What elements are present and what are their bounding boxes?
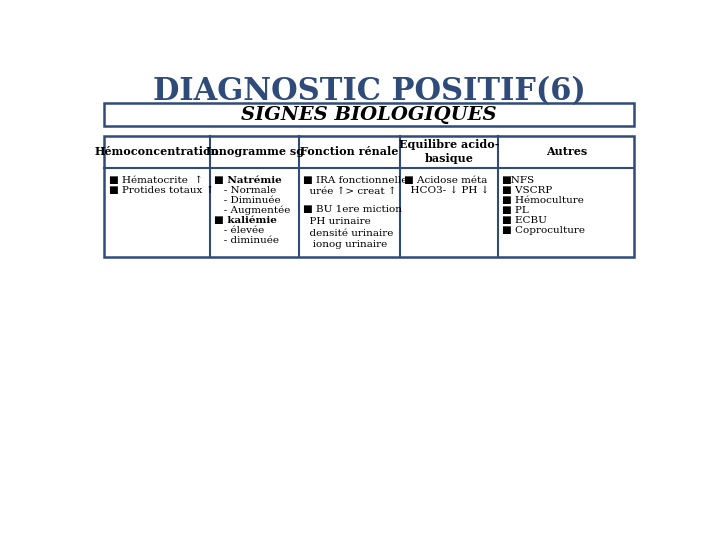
- Text: ■ Natrémie: ■ Natrémie: [214, 176, 282, 185]
- Text: Equilibre acido-
basique: Equilibre acido- basique: [399, 139, 500, 164]
- Bar: [104, 136, 634, 257]
- Text: ■ IRA fonctionnelle
  urée ↑> creat ↑: ■ IRA fonctionnelle urée ↑> creat ↑: [303, 176, 408, 197]
- Text: ■ ECBU: ■ ECBU: [502, 215, 546, 225]
- Text: ■ PL: ■ PL: [502, 206, 528, 215]
- Text: ■ Coproculture: ■ Coproculture: [502, 226, 585, 235]
- Text: ■ Hémoculture: ■ Hémoculture: [502, 195, 583, 205]
- Text: ■ BU 1ere miction
  PH urinaire
  densité urinaire
   ionog urinaire: ■ BU 1ere miction PH urinaire densité ur…: [303, 205, 402, 249]
- Bar: [104, 103, 634, 126]
- Text: ■ Acidose méta: ■ Acidose méta: [404, 176, 487, 185]
- Text: ■ Protides totaux ↑: ■ Protides totaux ↑: [109, 186, 214, 195]
- Text: Autres: Autres: [546, 146, 587, 157]
- Text: DIAGNOSTIC POSITIF(6): DIAGNOSTIC POSITIF(6): [153, 76, 585, 107]
- Text: - diminuée: - diminuée: [214, 236, 279, 245]
- Text: SIGNES BIOLOGIQUES: SIGNES BIOLOGIQUES: [241, 106, 497, 124]
- Text: ■NFS: ■NFS: [502, 176, 535, 185]
- Text: HCO3- ↓ PH ↓: HCO3- ↓ PH ↓: [404, 186, 490, 195]
- Text: Ionogramme sg: Ionogramme sg: [206, 146, 304, 157]
- Text: ■ Hématocrite  ↑: ■ Hématocrite ↑: [109, 176, 203, 185]
- Text: - Diminuée: - Diminuée: [214, 195, 281, 205]
- Text: - Augmentée: - Augmentée: [214, 206, 290, 215]
- Text: ■ VSCRP: ■ VSCRP: [502, 186, 552, 195]
- Text: Hémoconcentration: Hémoconcentration: [95, 146, 220, 157]
- Text: - Normale: - Normale: [214, 186, 276, 195]
- Text: - élevée: - élevée: [214, 226, 264, 235]
- Text: Fonction rénale: Fonction rénale: [300, 146, 399, 157]
- Text: ■ kaliémie: ■ kaliémie: [214, 215, 277, 225]
